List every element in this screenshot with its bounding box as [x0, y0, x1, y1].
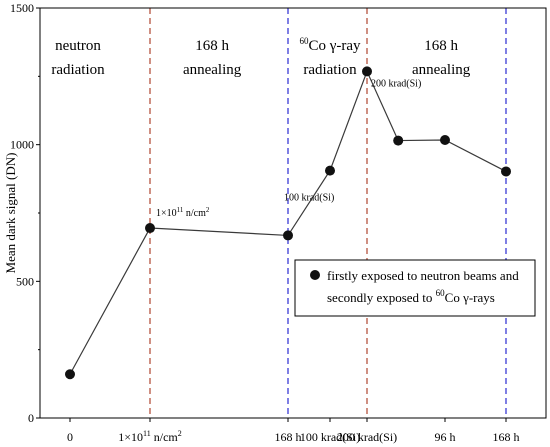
data-point — [362, 66, 372, 77]
data-point — [501, 166, 511, 177]
y-tick-label: 1500 — [10, 1, 34, 15]
legend-text-line1: firstly exposed to neutron beams and — [327, 268, 519, 283]
y-tick-label: 1000 — [10, 138, 34, 152]
legend-marker — [310, 270, 320, 280]
x-tick-label: 1×1011 n/cm2 — [118, 429, 181, 444]
x-tick-label: 96 h — [435, 430, 456, 444]
point-annotation: 100 krad(Si) — [284, 193, 334, 204]
point-annotations: 1×1011 n/cm2 100 krad(Si) 200 krad(Si) — [156, 78, 421, 219]
x-tick-label: 200 krad(Si) — [337, 430, 397, 444]
region-labels: neutron radiation 168 h annealing 60Co γ-ray… — [51, 36, 470, 78]
legend-text-line2: secondly exposed to 60Co γ-rays — [327, 288, 495, 305]
region-label: neutron — [55, 38, 101, 54]
x-tick-label: 100 krad(Si) — [300, 430, 360, 444]
region-label: 168 h — [195, 38, 229, 54]
point-annotation: 1×1011 n/cm2 — [156, 206, 210, 219]
series-points — [65, 66, 511, 380]
data-point — [440, 135, 450, 146]
region-label: radiation — [303, 62, 357, 78]
y-tick-label: 0 — [28, 411, 34, 425]
series-line — [69, 69, 507, 375]
region-label: 168 h — [424, 38, 458, 54]
series-polyline — [69, 69, 507, 375]
data-point — [145, 223, 155, 234]
y-axis: 0 500 1000 1500 — [10, 1, 40, 425]
x-tick-label: 0 — [67, 430, 73, 444]
region-label: annealing — [412, 62, 471, 78]
region-label: radiation — [51, 62, 105, 78]
point-annotation: 200 krad(Si) — [371, 78, 421, 89]
legend: firstly exposed to neutron beams and seco… — [294, 259, 536, 317]
stage-dividers — [149, 8, 507, 418]
x-tick-label: 168 h — [493, 430, 520, 444]
data-point — [283, 230, 293, 241]
region-label: annealing — [183, 62, 242, 78]
y-tick-label: 500 — [16, 274, 34, 288]
x-tick-label: 168 h — [275, 430, 302, 444]
y-axis-label: Mean dark signal (DN) — [3, 153, 18, 274]
data-point — [393, 135, 404, 146]
region-label: 60Co γ-ray — [299, 36, 361, 54]
data-point — [65, 369, 75, 380]
legend-box — [294, 259, 536, 317]
data-point — [325, 165, 335, 176]
